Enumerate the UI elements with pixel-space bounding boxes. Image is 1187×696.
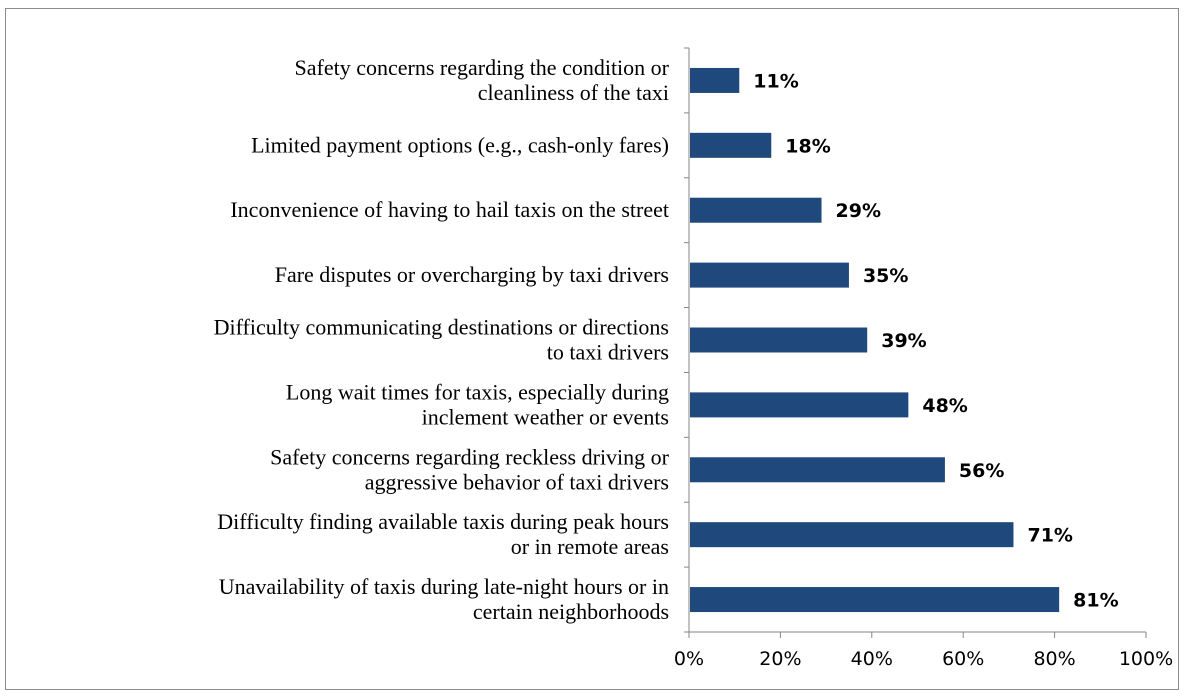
bar <box>690 132 772 158</box>
bar-value-label: 48% <box>922 395 967 417</box>
bar-value-label: 29% <box>836 200 881 222</box>
category-label: Long wait times for taxis, especially du… <box>286 379 669 404</box>
x-tick-label: 80% <box>1033 648 1075 670</box>
category-label: Difficulty finding available taxis durin… <box>217 509 669 534</box>
x-tick-label: 0% <box>674 648 704 670</box>
bar-value-label: 56% <box>959 460 1004 482</box>
category-label: inclement weather or events <box>422 404 669 429</box>
bar <box>690 262 849 288</box>
category-label: certain neighborhoods <box>473 599 669 624</box>
bar <box>690 67 740 93</box>
category-label: to taxi drivers <box>547 340 669 365</box>
bar <box>690 457 945 483</box>
category-label: Limited payment options (e.g., cash-only… <box>251 132 669 157</box>
x-tick-label: 20% <box>759 648 801 670</box>
category-label: Inconvenience of having to hail taxis on… <box>230 197 669 222</box>
category-label: aggressive behavior of taxi drivers <box>365 469 669 494</box>
category-label: Safety concerns regarding the condition … <box>295 55 670 80</box>
x-tick-label: 100% <box>1119 648 1173 670</box>
x-tick-label: 60% <box>942 648 984 670</box>
bar-value-label: 81% <box>1073 590 1118 612</box>
category-label: or in remote areas <box>511 534 669 559</box>
bar-value-label: 71% <box>1027 525 1072 547</box>
x-tick-label: 40% <box>851 648 893 670</box>
bar <box>690 587 1060 613</box>
bar-value-label: 39% <box>881 330 926 352</box>
category-label: Difficulty communicating destinations or… <box>214 315 669 340</box>
chart-frame <box>5 8 1179 690</box>
bar <box>690 392 909 418</box>
bar <box>690 327 868 353</box>
bar <box>690 522 1014 548</box>
bar-value-label: 18% <box>785 135 830 157</box>
category-label: Fare disputes or overcharging by taxi dr… <box>275 262 669 287</box>
category-label: Unavailability of taxis during late-nigh… <box>219 574 669 599</box>
bar <box>690 197 822 223</box>
category-label: cleanliness of the taxi <box>478 80 669 105</box>
category-label: Safety concerns regarding reckless drivi… <box>270 444 670 469</box>
bar-value-label: 11% <box>753 70 798 92</box>
bar-value-label: 35% <box>863 265 908 287</box>
